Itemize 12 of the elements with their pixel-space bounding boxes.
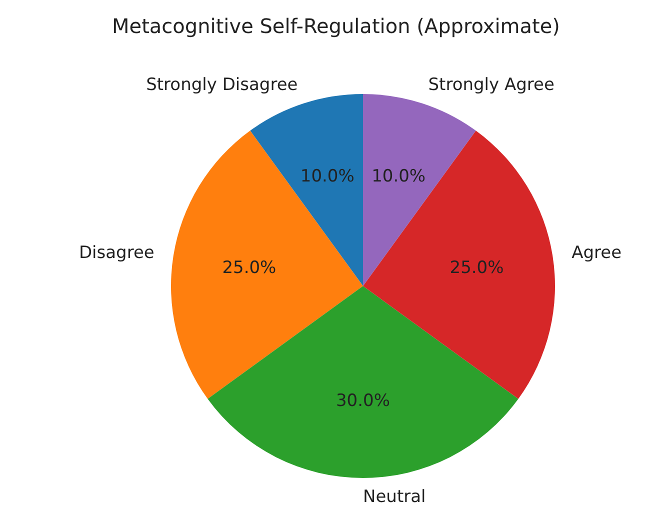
data-label: 10.0% [300, 166, 354, 186]
data-label: 25.0% [450, 258, 504, 278]
data-label: 25.0% [222, 258, 276, 278]
slice-label: Strongly Disagree [146, 75, 298, 96]
data-label: 30.0% [336, 391, 390, 412]
pie-slice [208, 286, 518, 478]
chart-title: Metacognitive Self-Regulation (Approximate) [111, 14, 561, 38]
slice-label: Disagree [78, 242, 154, 263]
slice-label: Agree [572, 242, 622, 263]
slice-label: Neutral [363, 487, 426, 508]
data-label: 10.0% [372, 166, 426, 186]
slice-label: Strongly Agree [428, 75, 554, 96]
